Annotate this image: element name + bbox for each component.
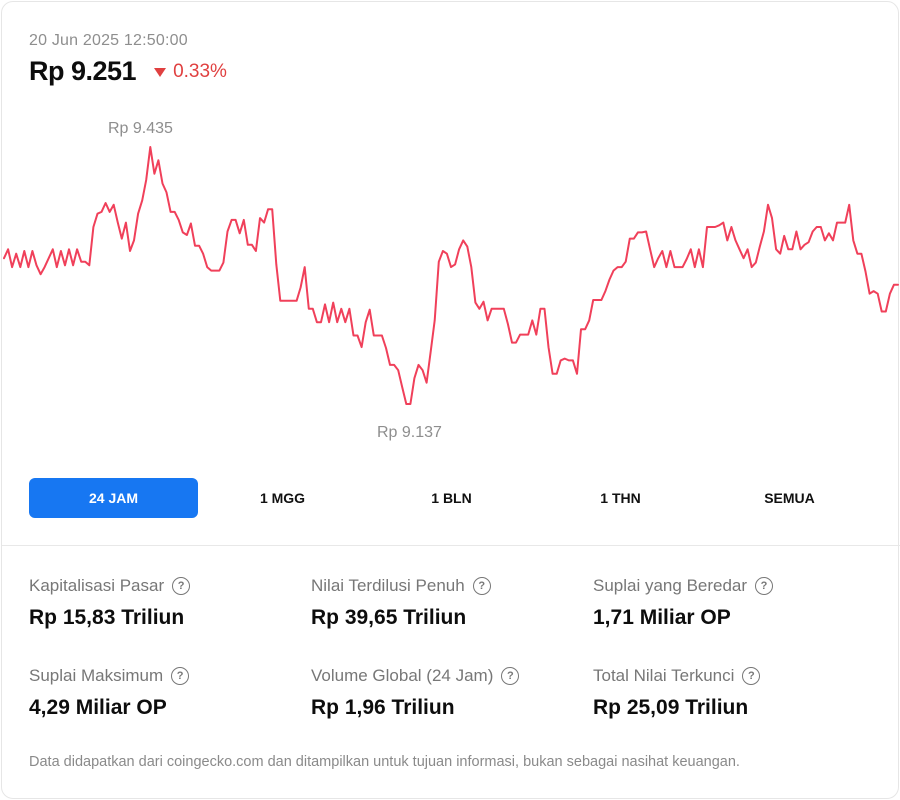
help-icon[interactable]: ? [501,667,520,685]
stat-fully-diluted-value: Nilai Terdilusi Penuh ? Rp 39,65 Triliun [311,576,591,630]
stat-total-value-locked: Total Nilai Terkunci ? Rp 25,09 Triliun [593,666,873,720]
stat-label: Nilai Terdilusi Penuh [311,576,465,595]
help-icon[interactable]: ? [172,577,191,595]
help-icon[interactable]: ? [742,667,761,685]
price-chart[interactable] [2,102,900,452]
stat-global-volume: Volume Global (24 Jam) ? Rp 1,96 Triliun [311,666,591,720]
down-triangle-icon [154,68,167,77]
stat-value: Rp 39,65 Triliun [311,606,467,629]
stat-label: Volume Global (24 Jam) [311,666,494,685]
range-1w-button[interactable]: 1 MGG [259,490,306,506]
stat-value: 4,29 Miliar OP [29,696,167,719]
stat-label: Kapitalisasi Pasar [29,576,165,595]
stat-value: Rp 1,96 Triliun [311,696,455,719]
range-1y-button[interactable]: 1 THN [600,490,641,506]
range-all-button[interactable]: SEMUA [764,490,815,506]
stat-circulating-supply: Suplai yang Beredar ? 1,71 Miliar OP [593,576,873,630]
price-change-percent: 0.33% [173,60,227,82]
stat-value: Rp 15,83 Triliun [29,606,185,629]
stat-label: Suplai Maksimum [29,666,164,685]
chart-high-label: Rp 9.435 [108,120,173,137]
timestamp: 20 Jun 2025 12:50:00 [29,32,188,49]
price-line [3,146,899,405]
current-price: Rp 9.251 [29,56,137,86]
price-change: 0.33% [154,61,227,83]
stat-label: Suplai yang Beredar [593,576,748,595]
time-range-selector: 24 JAM 1 MGG 1 BLN 1 THN SEMUA [29,478,874,518]
stat-market-cap: Kapitalisasi Pasar ? Rp 15,83 Triliun [29,576,309,630]
stat-value: 1,71 Miliar OP [593,606,731,629]
divider [2,545,900,546]
chart-low-label: Rp 9.137 [377,424,442,441]
stat-value: Rp 25,09 Triliun [593,696,749,719]
range-24h-button[interactable]: 24 JAM [29,478,198,518]
help-icon[interactable]: ? [472,577,491,595]
help-icon[interactable]: ? [171,667,190,685]
help-icon[interactable]: ? [755,577,774,595]
disclaimer-text: Data didapatkan dari coingecko.com dan d… [29,754,740,770]
stat-max-supply: Suplai Maksimum ? 4,29 Miliar OP [29,666,309,720]
stat-label: Total Nilai Terkunci [593,666,735,685]
range-1m-button[interactable]: 1 BLN [431,490,472,506]
price-row: Rp 9.251 0.33% [29,56,227,87]
